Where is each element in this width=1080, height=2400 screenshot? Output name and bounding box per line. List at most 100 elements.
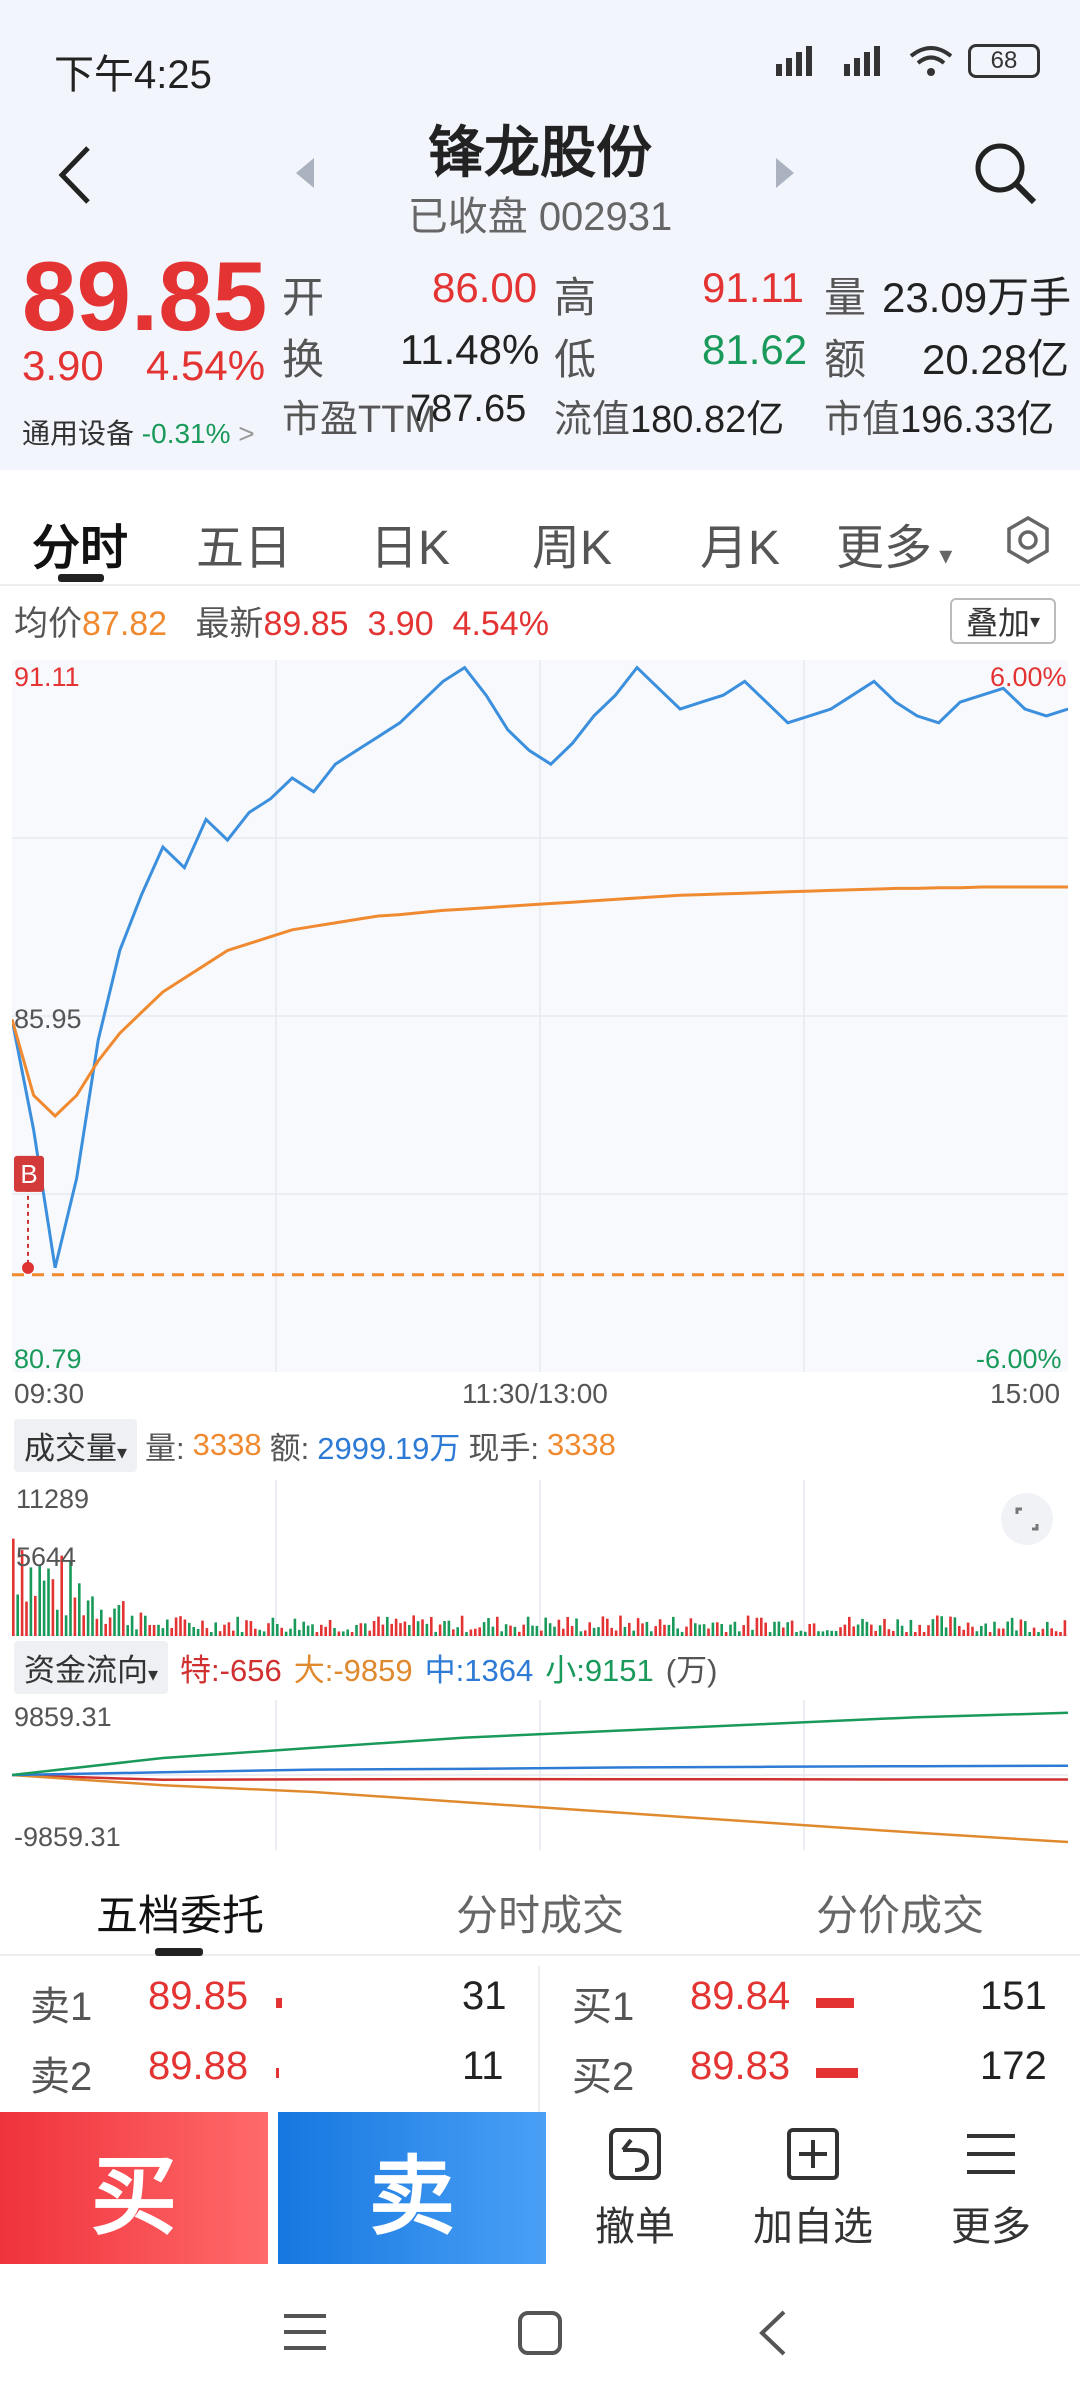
buy-marker-badge (14, 1155, 44, 1192)
tab-weekly-k[interactable]: 周K (532, 522, 613, 575)
volume-bar (438, 1624, 442, 1636)
price-change-pct: 4.54% (146, 342, 266, 389)
quote-label: 额 (824, 336, 867, 383)
battery-icon: 68 (968, 44, 1040, 78)
volume-bar (795, 1632, 798, 1636)
volume-bar (425, 1623, 429, 1636)
flow-chart[interactable] (12, 1700, 1068, 1850)
volume-bar (1063, 1620, 1067, 1636)
tab-order-book[interactable]: 五档委托 (96, 1892, 265, 1939)
buy-button[interactable]: 买 (0, 2112, 268, 2264)
back-icon[interactable] (50, 140, 100, 210)
sell-qty: 11 (462, 2044, 504, 2088)
volume-bar (1024, 1621, 1027, 1636)
volume-bar (694, 1623, 697, 1636)
volume-bar (280, 1627, 283, 1636)
status-time: 下午4:25 (54, 53, 212, 97)
sector-link[interactable]: 通用设备 -0.31% > (22, 412, 255, 452)
volume-bar (953, 1617, 957, 1636)
tab-more[interactable]: 更多 ▾ (836, 508, 952, 578)
volume-bar (826, 1630, 829, 1636)
volume-bar (487, 1618, 490, 1636)
caret-down-icon: ▾ (148, 1663, 159, 1686)
volume-bar (610, 1627, 613, 1636)
pct-tick-low: -6.00% (976, 1344, 1062, 1374)
cancel-order-label: 撤单 (595, 2205, 675, 2249)
tab-five-day[interactable]: 五日 (196, 522, 293, 575)
volume-bar (689, 1618, 693, 1636)
volume-bar (522, 1624, 525, 1636)
flow-dropdown[interactable]: 资金流向▾ (14, 1640, 169, 1694)
volume-bar (944, 1627, 948, 1636)
expand-icon[interactable] (1000, 1492, 1054, 1546)
search-icon[interactable] (970, 138, 1040, 208)
quote-label: 流值 (554, 399, 631, 441)
chevron-right-icon: > (238, 418, 255, 449)
volume-bar (496, 1616, 499, 1636)
volume-bar (372, 1621, 376, 1636)
back-nav-icon[interactable] (752, 2306, 792, 2360)
wifi-icon (909, 46, 953, 76)
volume-bar (711, 1622, 715, 1636)
volume-bar (342, 1631, 345, 1636)
next-stock-icon[interactable] (770, 156, 800, 190)
volume-bar (56, 1609, 59, 1636)
tab-monthly-k[interactable]: 月K (700, 522, 781, 575)
recents-menu-icon[interactable] (280, 2310, 330, 2354)
volume-chart[interactable] (12, 1480, 1068, 1636)
cancel-order-button[interactable]: 撤单 (550, 2122, 720, 2262)
volume-bar (566, 1617, 569, 1636)
buy-label: 买2 (572, 2055, 635, 2099)
volume-bar (223, 1624, 226, 1636)
settings-icon[interactable] (1000, 512, 1056, 568)
buy-marker-label: B (20, 1159, 37, 1189)
header: 锋龙股份 已收盘 002931 (0, 100, 1080, 240)
volume-bar (843, 1624, 847, 1636)
intraday-chart[interactable]: B (12, 660, 1068, 1372)
volume-bar (465, 1632, 468, 1636)
tab-intraday[interactable]: 分时 (32, 522, 129, 575)
flow-line (12, 1764, 1068, 1777)
volume-bar (861, 1618, 864, 1636)
volume-bar (1059, 1632, 1062, 1636)
tab-daily-k[interactable]: 日K (370, 522, 451, 575)
volume-bar (1006, 1621, 1009, 1636)
volume-bar (192, 1627, 195, 1636)
volume-dropdown[interactable]: 成交量▾ (14, 1418, 138, 1472)
volume-bar (12, 1538, 15, 1636)
sell-bar (276, 2068, 279, 2078)
volume-bar (218, 1631, 222, 1636)
flow-unit: (万) (665, 1652, 718, 1688)
volume-bar (254, 1628, 257, 1636)
volume-bar (359, 1623, 363, 1636)
volume-bar (641, 1623, 644, 1636)
volume-bar (922, 1632, 926, 1636)
more-button[interactable]: 更多 (906, 2122, 1076, 2262)
volume-bar (284, 1631, 288, 1636)
volume-bar (188, 1622, 191, 1636)
volume-bar (786, 1622, 789, 1636)
volume-bar (157, 1624, 160, 1636)
prev-stock-icon[interactable] (290, 156, 320, 190)
overlay-button[interactable]: 叠加 ▾ (950, 598, 1056, 644)
volume-bar (42, 1580, 46, 1636)
tab-tick-trades[interactable]: 分时成交 (456, 1892, 625, 1939)
tab-price-trades[interactable]: 分价成交 (816, 1892, 985, 1939)
volume-bar (870, 1624, 873, 1636)
home-icon[interactable] (515, 2308, 565, 2358)
flow-line (12, 1773, 1068, 1782)
volume-bar (117, 1605, 121, 1636)
depth-tabs: 五档委托 分时成交 分价成交 (0, 1866, 1080, 1956)
volume-bar (883, 1618, 886, 1636)
volume-bar (1041, 1628, 1045, 1636)
volume-bar (746, 1615, 750, 1636)
volume-bar (368, 1630, 371, 1636)
volume-bar (135, 1629, 138, 1636)
sell-button[interactable]: 卖 (278, 2112, 546, 2264)
volume-bar (170, 1628, 173, 1636)
add-watchlist-button[interactable]: 加自选 (728, 2122, 898, 2262)
sell-label: 卖1 (30, 1985, 93, 2029)
volume-bar (324, 1626, 327, 1636)
system-nav-bar (0, 2264, 1080, 2400)
volume-bar (834, 1631, 838, 1636)
